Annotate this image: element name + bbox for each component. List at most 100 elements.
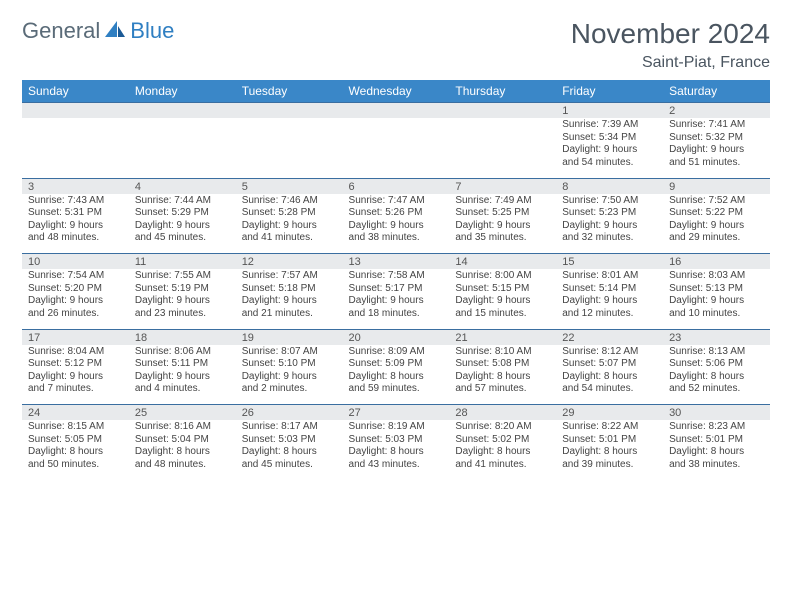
daylight-text-2: and 45 minutes. <box>242 459 337 472</box>
daylight-text-1: Daylight: 8 hours <box>135 446 230 459</box>
sunset-text: Sunset: 5:20 PM <box>28 283 123 296</box>
daylight-text-1: Daylight: 9 hours <box>349 295 444 308</box>
daylight-text-1: Daylight: 9 hours <box>349 220 444 233</box>
day-number: 30 <box>663 405 770 421</box>
sunrise-text: Sunrise: 7:52 AM <box>669 195 764 208</box>
day-number: 12 <box>236 254 343 270</box>
sunset-text: Sunset: 5:19 PM <box>135 283 230 296</box>
daylight-text-2: and 59 minutes. <box>349 383 444 396</box>
sunrise-text: Sunrise: 7:49 AM <box>455 195 550 208</box>
daylight-text-1: Daylight: 8 hours <box>455 446 550 459</box>
daylight-text-1: Daylight: 9 hours <box>455 295 550 308</box>
sunset-text: Sunset: 5:15 PM <box>455 283 550 296</box>
daylight-text-1: Daylight: 9 hours <box>135 220 230 233</box>
daynum-row: 17181920212223 <box>22 329 770 345</box>
day-info-cell: Sunrise: 7:57 AMSunset: 5:18 PMDaylight:… <box>236 269 343 329</box>
day-info-cell: Sunrise: 8:04 AMSunset: 5:12 PMDaylight:… <box>22 345 129 405</box>
sunset-text: Sunset: 5:07 PM <box>562 358 657 371</box>
daylight-text-2: and 38 minutes. <box>349 232 444 245</box>
daylight-text-2: and 10 minutes. <box>669 308 764 321</box>
daylight-text-1: Daylight: 9 hours <box>562 220 657 233</box>
day-info-cell: Sunrise: 7:54 AMSunset: 5:20 PMDaylight:… <box>22 269 129 329</box>
sunset-text: Sunset: 5:09 PM <box>349 358 444 371</box>
day-number: 24 <box>22 405 129 421</box>
daylight-text-1: Daylight: 8 hours <box>562 446 657 459</box>
sunrise-text: Sunrise: 8:19 AM <box>349 421 444 434</box>
day-number: 28 <box>449 405 556 421</box>
daylight-text-1: Daylight: 9 hours <box>669 295 764 308</box>
daylight-text-1: Daylight: 9 hours <box>669 220 764 233</box>
day-number: 11 <box>129 254 236 270</box>
sunset-text: Sunset: 5:22 PM <box>669 207 764 220</box>
sunrise-text: Sunrise: 8:04 AM <box>28 346 123 359</box>
day-info-cell: Sunrise: 8:13 AMSunset: 5:06 PMDaylight:… <box>663 345 770 405</box>
header: General Blue November 2024 Saint-Piat, F… <box>22 18 770 72</box>
weekday-header: Monday <box>129 80 236 103</box>
day-info-cell: Sunrise: 7:39 AMSunset: 5:34 PMDaylight:… <box>556 118 663 178</box>
daylight-text-2: and 29 minutes. <box>669 232 764 245</box>
day-info-cell: Sunrise: 7:44 AMSunset: 5:29 PMDaylight:… <box>129 194 236 254</box>
sunset-text: Sunset: 5:10 PM <box>242 358 337 371</box>
sunrise-text: Sunrise: 8:07 AM <box>242 346 337 359</box>
sunrise-text: Sunrise: 8:17 AM <box>242 421 337 434</box>
daylight-text-1: Daylight: 8 hours <box>669 446 764 459</box>
sunset-text: Sunset: 5:05 PM <box>28 434 123 447</box>
day-number <box>343 103 450 119</box>
day-number: 14 <box>449 254 556 270</box>
sunrise-text: Sunrise: 7:43 AM <box>28 195 123 208</box>
day-number: 13 <box>343 254 450 270</box>
daylight-text-1: Daylight: 9 hours <box>562 295 657 308</box>
sunrise-text: Sunrise: 7:50 AM <box>562 195 657 208</box>
sunset-text: Sunset: 5:31 PM <box>28 207 123 220</box>
daylight-text-1: Daylight: 9 hours <box>562 144 657 157</box>
daylight-text-1: Daylight: 8 hours <box>455 371 550 384</box>
day-info-cell <box>22 118 129 178</box>
day-info-cell: Sunrise: 7:47 AMSunset: 5:26 PMDaylight:… <box>343 194 450 254</box>
sunrise-text: Sunrise: 7:39 AM <box>562 119 657 132</box>
sunset-text: Sunset: 5:32 PM <box>669 132 764 145</box>
day-number: 22 <box>556 329 663 345</box>
daylight-text-2: and 26 minutes. <box>28 308 123 321</box>
daylight-text-1: Daylight: 8 hours <box>349 371 444 384</box>
daylight-text-1: Daylight: 9 hours <box>135 295 230 308</box>
day-info-cell: Sunrise: 8:09 AMSunset: 5:09 PMDaylight:… <box>343 345 450 405</box>
sunset-text: Sunset: 5:34 PM <box>562 132 657 145</box>
day-info-cell: Sunrise: 8:23 AMSunset: 5:01 PMDaylight:… <box>663 420 770 480</box>
weekday-header: Wednesday <box>343 80 450 103</box>
day-info-cell <box>236 118 343 178</box>
daylight-text-2: and 54 minutes. <box>562 383 657 396</box>
day-number: 20 <box>343 329 450 345</box>
day-info-cell: Sunrise: 8:01 AMSunset: 5:14 PMDaylight:… <box>556 269 663 329</box>
daylight-text-1: Daylight: 9 hours <box>242 295 337 308</box>
daynum-row: 24252627282930 <box>22 405 770 421</box>
daylight-text-1: Daylight: 9 hours <box>28 295 123 308</box>
day-info-cell: Sunrise: 8:15 AMSunset: 5:05 PMDaylight:… <box>22 420 129 480</box>
daylight-text-2: and 15 minutes. <box>455 308 550 321</box>
day-info-row: Sunrise: 8:15 AMSunset: 5:05 PMDaylight:… <box>22 420 770 480</box>
daylight-text-2: and 2 minutes. <box>242 383 337 396</box>
daylight-text-2: and 50 minutes. <box>28 459 123 472</box>
daylight-text-2: and 43 minutes. <box>349 459 444 472</box>
sunset-text: Sunset: 5:23 PM <box>562 207 657 220</box>
day-info-cell <box>343 118 450 178</box>
daylight-text-1: Daylight: 9 hours <box>242 220 337 233</box>
daylight-text-1: Daylight: 9 hours <box>242 371 337 384</box>
day-number: 9 <box>663 178 770 194</box>
daylight-text-1: Daylight: 8 hours <box>349 446 444 459</box>
daylight-text-2: and 12 minutes. <box>562 308 657 321</box>
sunset-text: Sunset: 5:02 PM <box>455 434 550 447</box>
day-number: 26 <box>236 405 343 421</box>
sunrise-text: Sunrise: 7:44 AM <box>135 195 230 208</box>
day-number: 21 <box>449 329 556 345</box>
sail-icon <box>104 18 126 44</box>
day-info-cell: Sunrise: 8:07 AMSunset: 5:10 PMDaylight:… <box>236 345 343 405</box>
sunrise-text: Sunrise: 8:03 AM <box>669 270 764 283</box>
day-number: 29 <box>556 405 663 421</box>
calendar-table: Sunday Monday Tuesday Wednesday Thursday… <box>22 80 770 480</box>
daylight-text-1: Daylight: 8 hours <box>242 446 337 459</box>
sunrise-text: Sunrise: 8:09 AM <box>349 346 444 359</box>
brand-logo: General Blue <box>22 18 174 44</box>
daylight-text-2: and 39 minutes. <box>562 459 657 472</box>
daylight-text-1: Daylight: 8 hours <box>562 371 657 384</box>
day-info-cell <box>449 118 556 178</box>
